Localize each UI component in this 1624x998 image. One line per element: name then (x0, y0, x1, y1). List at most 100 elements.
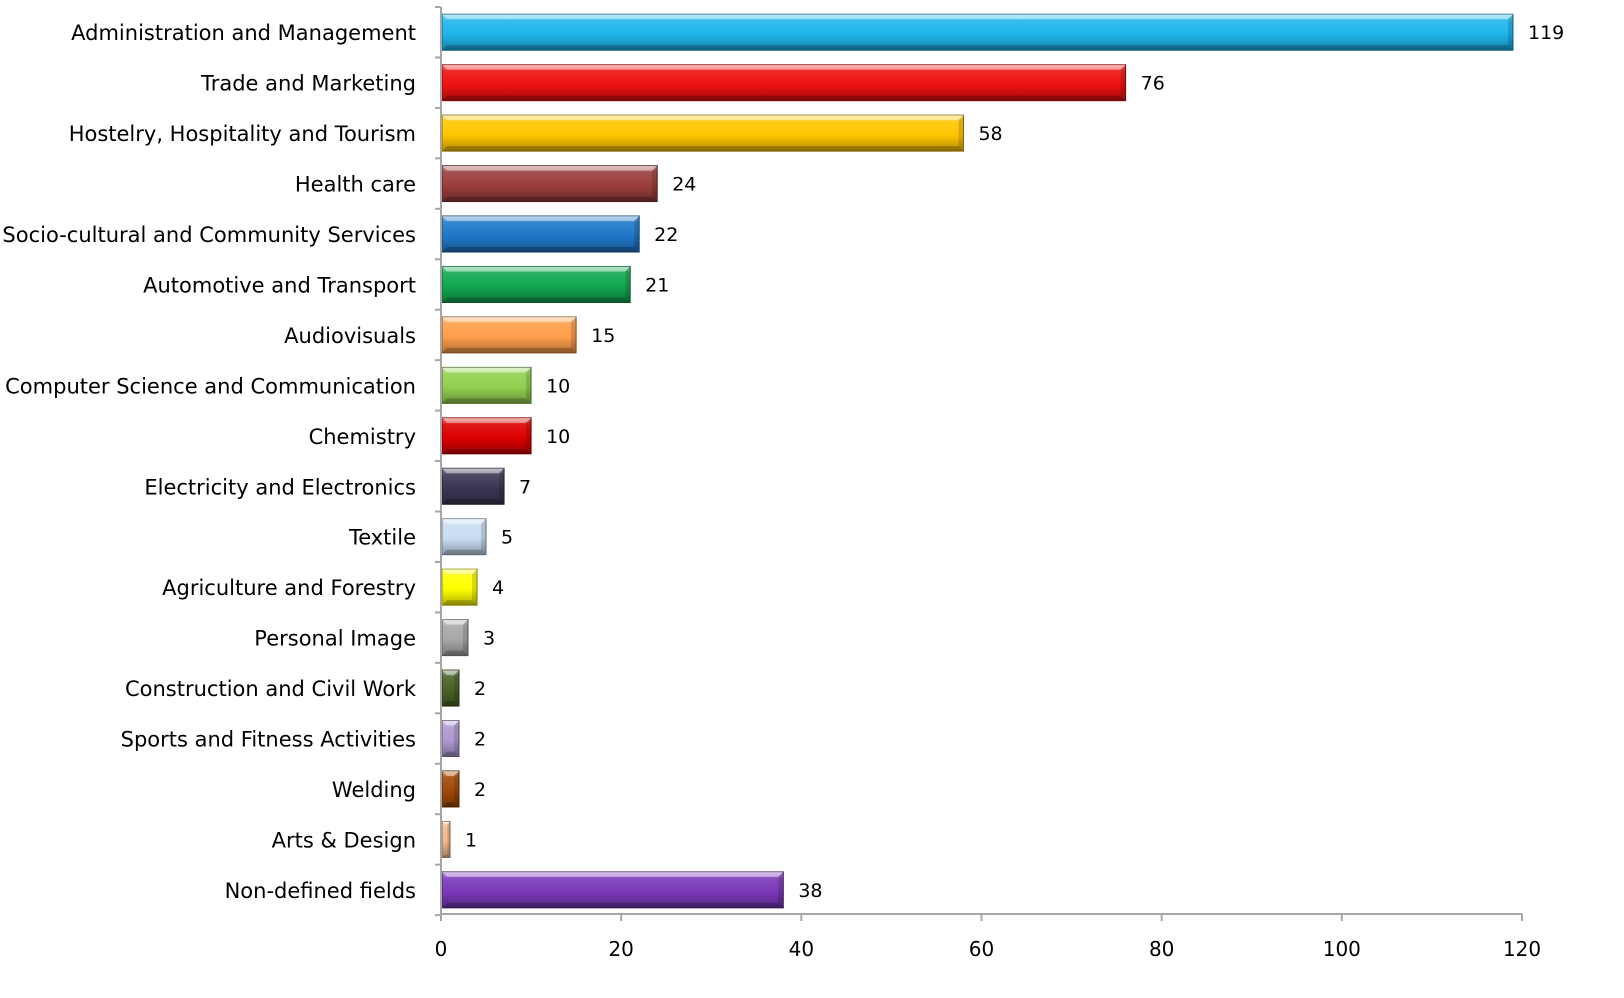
bar-bevel-bottom (442, 902, 784, 908)
bar-group (441, 518, 487, 556)
bar-bevel-bottom (442, 499, 505, 505)
bar-bevel-top (442, 216, 640, 222)
value-label: 2 (474, 729, 486, 751)
category-label: Construction and Civil Work (125, 677, 417, 701)
bar-bevel-top (442, 417, 532, 423)
category-label: Health care (295, 173, 416, 197)
category-label: Automotive and Transport (143, 273, 416, 297)
bar-group (441, 64, 1127, 102)
value-label: 10 (546, 375, 570, 397)
bar-bevel-right (526, 417, 532, 454)
value-label: 4 (492, 577, 504, 599)
bar-bevel-bottom (442, 650, 469, 656)
category-label: Chemistry (309, 425, 416, 449)
bar (441, 568, 478, 606)
value-label: 22 (654, 224, 678, 246)
value-label: 38 (798, 880, 822, 902)
bar-bevel-right (634, 216, 640, 253)
axes-layer (435, 6, 1523, 921)
bar-bevel-top (442, 569, 478, 575)
bar-bevel-top (442, 770, 460, 776)
bar-group (441, 265, 631, 303)
value-label: 5 (501, 527, 513, 549)
bar-bevel-right (472, 569, 478, 606)
bar (441, 417, 532, 455)
bar-group (441, 568, 478, 606)
category-label: Non-defined fields (225, 879, 416, 903)
category-label: Computer Science and Communication (5, 374, 416, 398)
value-label: 21 (645, 274, 669, 296)
value-label: 24 (672, 174, 696, 196)
x-tick-label: 20 (608, 937, 633, 961)
bar-bevel-bottom (442, 801, 460, 807)
category-label: Trade and Marketing (200, 72, 416, 96)
value-label: 58 (978, 123, 1002, 145)
bar (441, 467, 505, 505)
bar-bevel-bottom (442, 701, 460, 707)
bar-group (441, 316, 577, 354)
bar-bevel-right (454, 720, 460, 757)
bar-bevel-top (442, 619, 469, 625)
category-label: Arts & Design (272, 828, 416, 852)
bar-bevel-bottom (442, 45, 1513, 51)
bar-bevel-right (1120, 64, 1126, 101)
bar (441, 518, 487, 556)
bar-bevel-top (442, 165, 658, 171)
category-label: Sports and Fitness Activities (121, 728, 416, 752)
bar-bevel-right (625, 266, 631, 303)
bar-bevel-right (571, 316, 577, 353)
bar (441, 265, 631, 303)
bar-bevel-top (442, 871, 784, 877)
labels-layer: 0 20 40 60 80 100 120 Administration and Manage… (2, 21, 1564, 961)
bar-bevel-right (958, 115, 964, 152)
bar-group (441, 366, 532, 404)
category-label: Textile (348, 526, 416, 550)
bar (441, 316, 577, 354)
bar-group (441, 669, 460, 707)
bar-bevel-bottom (442, 247, 640, 253)
bar (441, 64, 1127, 102)
bar-bevel-right (454, 670, 460, 707)
bar-group (441, 467, 505, 505)
x-tick-label: 100 (1323, 937, 1361, 961)
value-label: 3 (483, 628, 495, 650)
bar-bevel-right (499, 468, 505, 505)
bar-bevel-top (442, 821, 451, 825)
category-label: Administration and Management (71, 21, 416, 45)
bar-bevel-bottom (442, 146, 964, 152)
bar-bevel-top (442, 266, 631, 272)
x-tick-label: 40 (789, 937, 814, 961)
bar-bevel-right (463, 619, 469, 656)
bar-bevel-bottom (442, 95, 1126, 101)
bar (441, 215, 640, 253)
value-label: 7 (519, 476, 531, 498)
bar (441, 114, 964, 152)
bar-bevel-bottom (442, 751, 460, 757)
value-label: 2 (474, 779, 486, 801)
value-label: 1 (465, 829, 477, 851)
bar-bevel-top (442, 64, 1126, 70)
bar-bevel-top (442, 468, 505, 474)
value-label: 10 (546, 426, 570, 448)
bar-bevel-right (454, 770, 460, 807)
bar-bevel-top (442, 14, 1513, 20)
bar (441, 13, 1514, 51)
bar-bevel-bottom (442, 398, 532, 404)
bar-group (441, 215, 640, 253)
bar-bevel-bottom (442, 196, 658, 202)
value-label: 76 (1141, 73, 1165, 95)
bar-bevel-top (442, 670, 460, 676)
bar-bevel-right (778, 871, 784, 908)
bar-bevel-bottom (442, 854, 451, 858)
value-label: 15 (591, 325, 615, 347)
category-label: Audiovisuals (284, 324, 416, 348)
bar (441, 165, 658, 203)
bar-bevel-bottom (442, 549, 487, 555)
bar-group (441, 720, 460, 758)
bar-bevel-top (442, 367, 532, 373)
bars-layer (441, 13, 1514, 909)
bar-group (441, 165, 658, 203)
bar-group (441, 619, 469, 657)
